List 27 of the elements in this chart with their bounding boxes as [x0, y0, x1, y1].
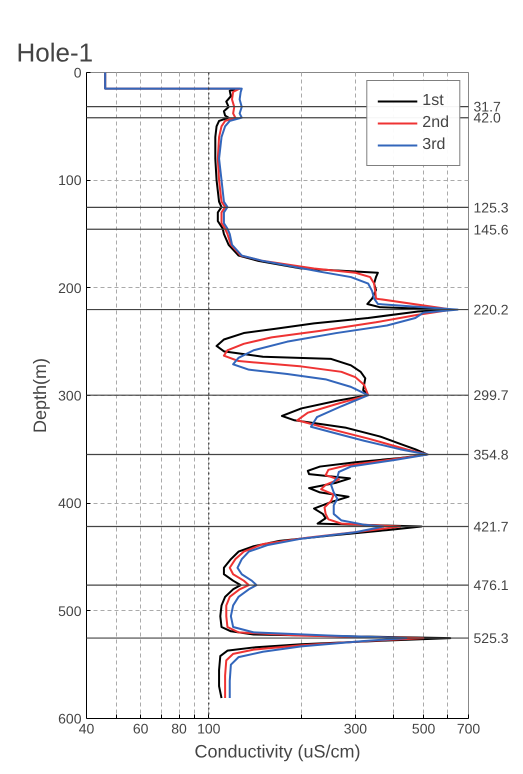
y-tick-label: 500 — [58, 602, 82, 619]
y-tick-label: 400 — [58, 495, 82, 512]
y-tick-label: 100 — [58, 172, 82, 188]
x-tick-label: 700 — [456, 720, 480, 736]
legend-label: 2nd — [422, 114, 449, 132]
ref-line-label: 354.8 — [474, 446, 509, 462]
y-axis-title: Depth(m) — [30, 358, 50, 434]
ref-line-label: 125.3 — [474, 199, 509, 216]
ref-line-label: 220.2 — [474, 302, 509, 318]
legend-label: 1st — [422, 92, 444, 110]
ref-line-label: 421.7 — [474, 518, 509, 535]
y-tick-label: 600 — [58, 710, 82, 726]
x-tick-label: 500 — [412, 720, 436, 736]
y-tick-label: 300 — [58, 388, 82, 404]
ref-line-label: 525.3 — [474, 630, 509, 646]
x-tick-label: 60 — [132, 720, 149, 736]
legend-label: 3rd — [422, 136, 446, 154]
chart-title: Hole-1 — [16, 38, 94, 68]
y-tick-label: 0 — [74, 64, 82, 80]
x-tick-label: 100 — [197, 720, 221, 736]
ref-line-label: 476.1 — [474, 577, 509, 594]
ref-line-label: 145.6 — [474, 221, 509, 238]
y-tick-label: 200 — [58, 280, 82, 296]
x-axis-title: Conductivity (uS/cm) — [194, 742, 361, 762]
x-tick-label: 300 — [344, 720, 368, 736]
ref-line-label: 299.7 — [474, 387, 509, 404]
x-tick-label: 80 — [171, 720, 188, 736]
